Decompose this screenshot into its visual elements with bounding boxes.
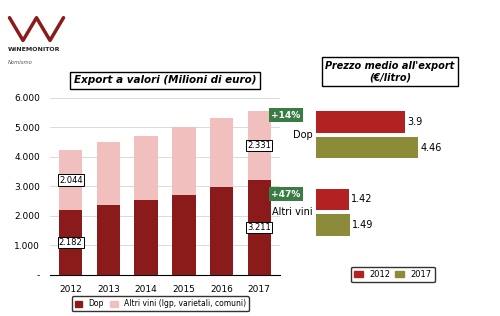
Bar <box>134 200 158 275</box>
Bar <box>172 195 196 275</box>
Text: 2.182: 2.182 <box>59 238 82 247</box>
Bar <box>316 214 350 236</box>
Legend: Dop, Altri vini (Igp, varietali, comuni): Dop, Altri vini (Igp, varietali, comuni) <box>72 296 249 312</box>
Bar <box>316 189 348 210</box>
Bar <box>210 187 233 275</box>
Legend: 2012, 2017: 2012, 2017 <box>351 267 435 283</box>
Text: 1.42: 1.42 <box>350 194 372 204</box>
Bar <box>248 180 271 275</box>
Bar <box>210 118 233 187</box>
Text: Nomismo: Nomismo <box>8 60 32 65</box>
Text: +14%: +14% <box>272 111 300 120</box>
Bar <box>97 204 120 275</box>
Title: Prezzo medio all'export
(€/litro): Prezzo medio all'export (€/litro) <box>326 61 454 82</box>
Text: 3.211: 3.211 <box>248 223 271 232</box>
Bar <box>59 210 82 275</box>
Text: 4.46: 4.46 <box>420 143 442 153</box>
Bar <box>134 136 158 200</box>
Text: 2.044: 2.044 <box>59 176 82 185</box>
Text: 1.49: 1.49 <box>352 220 374 230</box>
Bar <box>59 150 82 210</box>
Text: 3.9: 3.9 <box>408 117 422 127</box>
Text: 2.331: 2.331 <box>248 141 271 150</box>
Bar <box>316 111 406 133</box>
Bar <box>97 142 120 204</box>
Bar <box>248 111 271 180</box>
Text: Altri vini: Altri vini <box>272 207 312 217</box>
Text: +47%: +47% <box>272 190 300 199</box>
Title: Export a valori (Milioni di euro): Export a valori (Milioni di euro) <box>74 75 256 85</box>
Text: Dop: Dop <box>293 130 312 140</box>
Bar <box>172 127 196 195</box>
Bar <box>316 137 418 158</box>
Text: WINEMONITOR: WINEMONITOR <box>8 47 60 52</box>
